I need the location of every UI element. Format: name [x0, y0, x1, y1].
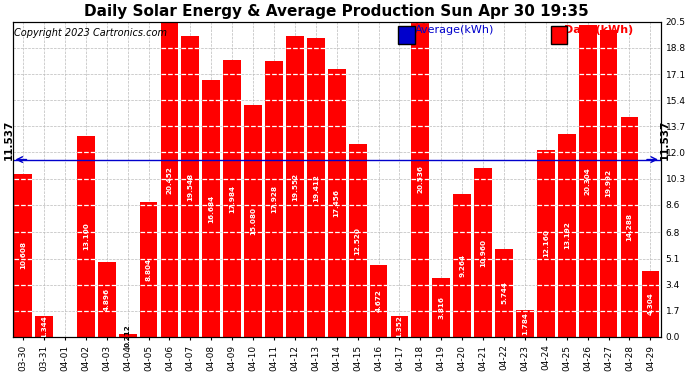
Text: 20.304: 20.304 [584, 167, 591, 195]
Text: 12.160: 12.160 [543, 230, 549, 257]
Text: Copyright 2023 Cartronics.com: Copyright 2023 Cartronics.com [14, 28, 167, 38]
Bar [265, 61, 283, 337]
Bar [98, 262, 116, 337]
Text: 1.344: 1.344 [41, 315, 47, 338]
Bar [474, 168, 492, 337]
Bar [495, 249, 513, 337]
Bar [35, 316, 53, 337]
Text: 19.992: 19.992 [606, 169, 611, 197]
Text: 1.784: 1.784 [522, 312, 528, 334]
Bar [370, 265, 388, 337]
Bar [161, 22, 178, 337]
Bar [224, 60, 241, 337]
Text: 10.608: 10.608 [20, 242, 26, 269]
Text: 9.264: 9.264 [460, 254, 465, 277]
Text: 17.456: 17.456 [334, 189, 339, 217]
Bar [119, 334, 137, 337]
Text: 12.520: 12.520 [355, 227, 361, 255]
Bar [328, 69, 346, 337]
Text: 14.288: 14.288 [627, 213, 633, 241]
Text: 19.552: 19.552 [292, 172, 298, 201]
Text: 13.100: 13.100 [83, 222, 89, 250]
Bar [244, 105, 262, 337]
Text: 19.412: 19.412 [313, 174, 319, 202]
Bar [181, 36, 199, 337]
Text: Daily(kWh): Daily(kWh) [564, 25, 633, 35]
Text: 15.080: 15.080 [250, 207, 256, 235]
FancyBboxPatch shape [398, 27, 415, 44]
Text: 5.744: 5.744 [501, 281, 507, 304]
Text: 19.548: 19.548 [188, 172, 193, 201]
Bar [642, 271, 659, 337]
Text: 1.352: 1.352 [397, 315, 402, 338]
Text: 13.192: 13.192 [564, 222, 570, 249]
Bar [286, 36, 304, 337]
Bar [139, 202, 157, 337]
Text: 17.928: 17.928 [271, 185, 277, 213]
Text: 4.304: 4.304 [647, 292, 653, 315]
FancyBboxPatch shape [551, 27, 567, 44]
Bar [558, 134, 575, 337]
Bar [14, 174, 32, 337]
Text: 10.960: 10.960 [480, 238, 486, 267]
Text: 0.212: 0.212 [125, 324, 130, 347]
Bar [77, 135, 95, 337]
Text: 17.984: 17.984 [229, 184, 235, 213]
Text: 16.684: 16.684 [208, 195, 215, 223]
Text: 4.896: 4.896 [104, 288, 110, 311]
Text: Average(kWh): Average(kWh) [415, 25, 494, 35]
Bar [307, 39, 325, 337]
Text: 11.537: 11.537 [660, 119, 670, 159]
Text: 3.816: 3.816 [438, 296, 444, 319]
Bar [537, 150, 555, 337]
Bar [453, 195, 471, 337]
Bar [202, 80, 220, 337]
Bar [516, 309, 534, 337]
Bar [600, 30, 618, 337]
Text: 8.804: 8.804 [146, 258, 152, 281]
Bar [620, 117, 638, 337]
Text: 11.537: 11.537 [3, 119, 13, 159]
Bar [348, 144, 366, 337]
Bar [411, 21, 429, 337]
Title: Daily Solar Energy & Average Production Sun Apr 30 19:35: Daily Solar Energy & Average Production … [84, 4, 589, 19]
Text: 20.536: 20.536 [417, 165, 424, 193]
Bar [579, 25, 597, 337]
Bar [391, 316, 408, 337]
Bar [433, 278, 450, 337]
Text: 20.452: 20.452 [166, 166, 172, 194]
Text: 4.672: 4.672 [375, 290, 382, 312]
